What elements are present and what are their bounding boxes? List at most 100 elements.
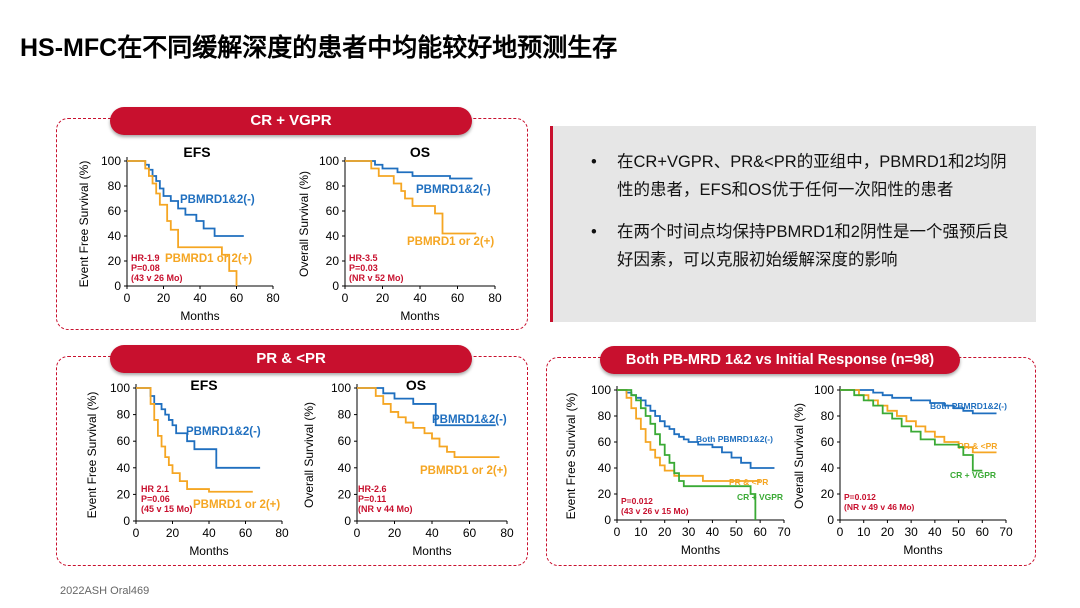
both-efs-series-line <box>617 389 757 520</box>
pr-efs-stat-text: HR 2.1 <box>141 484 169 494</box>
cr-efs-y-axis-label: Event Free Survival (%) <box>77 161 91 288</box>
cr-efs-series-label: PBMRD1 or 2(+) <box>165 253 252 265</box>
both-efs-x-tick-label: 50 <box>730 525 744 539</box>
both-efs-x-tick-label: 60 <box>753 525 767 539</box>
cr-os-y-axis-label: Overall Survival (%) <box>297 171 311 277</box>
cr-os-y-tick-label: 20 <box>326 254 340 268</box>
pr-efs-x-tick-label: 40 <box>202 526 216 540</box>
cr-efs-y-tick-label: 0 <box>114 279 121 293</box>
both-os-x-tick-label: 70 <box>999 525 1013 539</box>
both-efs-series-line <box>617 389 775 469</box>
pr-os-stat-text: (NR v 44 Mo) <box>358 504 413 514</box>
both-os-y-tick-label: 100 <box>814 383 834 397</box>
pr-os-y-tick-label: 100 <box>331 381 351 395</box>
footer-source: 2022ASH Oral469 <box>60 585 150 597</box>
note-item: • 在两个时间点均保持PBMRD1和2阴性是一个强预后良好因素，可以克服初始缓解深… <box>591 218 1016 274</box>
pr-os-y-tick-label: 80 <box>338 408 352 422</box>
notes-box: • 在CR+VGPR、PR&<PR的亚组中，PBMRD1和2均阴性的患者，EFS和… <box>550 126 1036 322</box>
cr-efs-series-label: PBMRD1&2(-) <box>180 194 255 206</box>
both-efs-x-tick-label: 70 <box>777 525 791 539</box>
both-os-x-tick-label: 20 <box>881 525 895 539</box>
cr-os-y-tick-label: 100 <box>319 154 339 168</box>
both-efs-y-tick-label: 80 <box>598 409 612 423</box>
both-os-stat-text: P=0.012 <box>844 492 876 502</box>
both-os-y-tick-label: 20 <box>821 487 835 501</box>
cr-os-y-tick-label: 0 <box>332 279 339 293</box>
cr-efs-y-tick-label: 20 <box>108 254 122 268</box>
both-os-y-tick-label: 0 <box>827 513 834 527</box>
both-efs-x-tick-label: 40 <box>706 525 720 539</box>
pr-os-y-tick-label: 40 <box>338 461 352 475</box>
both-os-x-tick-label: 40 <box>928 525 942 539</box>
both-os-stat-text: (NR v 49 v 46 Mo) <box>844 502 915 512</box>
cr-efs-y-tick-label: 60 <box>108 204 122 218</box>
both-efs-x-axis-label: Months <box>681 543 720 557</box>
both-os-series-label: CR + VGPR <box>950 470 996 480</box>
pr-os-x-tick-label: 20 <box>388 526 402 540</box>
pr-os-stat-text: HR-2.6 <box>358 484 387 494</box>
pr-efs-stat-text: (45 v 15 Mo) <box>141 504 193 514</box>
cr-efs-title: EFS <box>183 144 210 160</box>
both-os-series-line <box>840 389 997 415</box>
both-os-x-axis-label: Months <box>903 543 942 557</box>
cr-efs-stat-text: (43 v 26 Mo) <box>131 273 183 283</box>
both-efs-y-tick-label: 100 <box>591 383 611 397</box>
both-os-x-tick-label: 10 <box>857 525 871 539</box>
cr-os-x-tick-label: 40 <box>413 291 427 305</box>
both-os-y-tick-label: 40 <box>821 461 835 475</box>
pr-efs-series-line <box>136 387 261 469</box>
cr-os-title: OS <box>410 144 430 160</box>
pr-os-y-tick-label: 0 <box>344 514 351 528</box>
both-os-x-tick-label: 30 <box>904 525 918 539</box>
pr-efs-x-axis-label: Months <box>189 544 228 558</box>
cr-os-stat-text: HR-3.5 <box>349 253 378 263</box>
bullet-icon: • <box>591 223 597 241</box>
both-efs-y-axis-label: Event Free Survival (%) <box>564 393 578 520</box>
pr-os-series-line <box>357 387 496 427</box>
pr-efs-y-tick-label: 60 <box>117 434 131 448</box>
both-os-y-axis-label: Overall Survival (%) <box>792 403 806 509</box>
both-os-x-tick-label: 0 <box>837 525 844 539</box>
pr-os-x-tick-label: 40 <box>425 526 439 540</box>
cr-efs-y-tick-label: 100 <box>101 154 121 168</box>
both-efs-y-tick-label: 0 <box>604 513 611 527</box>
pr-os-stat-text: P=0.11 <box>358 494 386 504</box>
cr-efs-x-tick-label: 60 <box>230 291 244 305</box>
both-efs-x-tick-label: 0 <box>614 525 621 539</box>
pr-efs-series-label: PBMRD1&2(-) <box>186 426 261 438</box>
cr-os-x-tick-label: 60 <box>451 291 465 305</box>
cr-efs-series-line <box>127 160 244 237</box>
pr-os-y-tick-label: 20 <box>338 487 352 501</box>
pr-efs-y-tick-label: 100 <box>110 381 130 395</box>
cr-os-stat-text: (NR v 52 Mo) <box>349 273 404 283</box>
both-os-series-label: PR & <PR <box>958 441 997 451</box>
bullet-icon: • <box>591 153 597 171</box>
cr-os-x-tick-label: 80 <box>488 291 502 305</box>
both-os-series-line <box>840 389 983 472</box>
cr-os-x-tick-label: 0 <box>342 291 349 305</box>
both-efs-x-tick-label: 10 <box>634 525 648 539</box>
both-os-y-tick-label: 80 <box>821 409 835 423</box>
pr-efs-x-tick-label: 20 <box>166 526 180 540</box>
cr-os-y-tick-label: 40 <box>326 229 340 243</box>
note-text: 在两个时间点均保持PBMRD1和2阴性是一个强预后良好因素，可以克服初始缓解深度… <box>617 223 1009 269</box>
both-os-x-tick-label: 60 <box>976 525 990 539</box>
both-efs-x-tick-label: 20 <box>658 525 672 539</box>
both-efs-series-label: PR & <PR <box>729 477 768 487</box>
cr-efs-y-tick-label: 40 <box>108 229 122 243</box>
both-efs-x-tick-label: 30 <box>682 525 696 539</box>
pr-os-y-tick-label: 60 <box>338 434 352 448</box>
pr-efs-x-tick-label: 80 <box>275 526 289 540</box>
pr-os-x-axis-label: Months <box>412 544 451 558</box>
cr-efs-stat-text: P=0.08 <box>131 263 160 273</box>
cr-os-x-tick-label: 20 <box>376 291 390 305</box>
pr-efs-stat-text: P=0.06 <box>141 494 170 504</box>
cr-efs-stat-text: HR-1.9 <box>131 253 160 263</box>
page-title: HS-MFC在不同缓解深度的患者中均能较好地预测生存 <box>20 34 618 62</box>
cr-os-x-axis-label: Months <box>400 309 439 323</box>
pr-efs-y-tick-label: 80 <box>117 408 131 422</box>
cr-efs-y-tick-label: 80 <box>108 179 122 193</box>
both-efs-series-label: CR + VGPR <box>737 492 783 502</box>
pr-label: PR & <PR <box>110 345 472 373</box>
